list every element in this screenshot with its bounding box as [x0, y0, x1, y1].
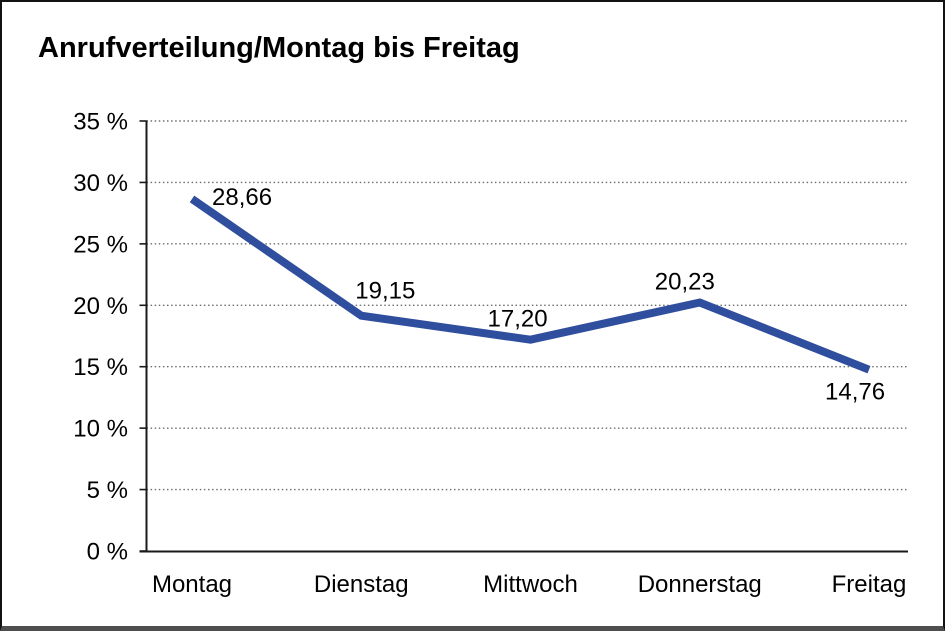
x-category-label: Donnerstag	[638, 571, 762, 598]
data-point-label: 28,66	[212, 184, 272, 211]
data-point-label: 17,20	[488, 306, 548, 333]
y-tick-label: 25 %	[73, 231, 128, 258]
x-category-label: Freitag	[832, 571, 907, 598]
data-point-label: 20,23	[655, 268, 715, 295]
y-tick-label: 30 %	[73, 170, 128, 197]
x-category-label: Mittwoch	[483, 571, 578, 598]
x-category-label: Montag	[152, 571, 232, 598]
series-line	[189, 195, 871, 374]
chart-title: Anrufverteilung/Montag bis Freitag	[38, 32, 520, 64]
data-point-label: 14,76	[825, 379, 885, 406]
x-category-label: Dienstag	[314, 571, 409, 598]
y-tick-label: 0 %	[87, 539, 128, 566]
data-point-label: 19,15	[355, 278, 415, 305]
y-tick-label: 15 %	[73, 354, 128, 381]
y-tick-label: 10 %	[73, 416, 128, 443]
y-tick-label: 20 %	[73, 293, 128, 320]
y-tick-label: 35 %	[73, 109, 128, 136]
y-tick-label: 5 %	[87, 477, 128, 504]
